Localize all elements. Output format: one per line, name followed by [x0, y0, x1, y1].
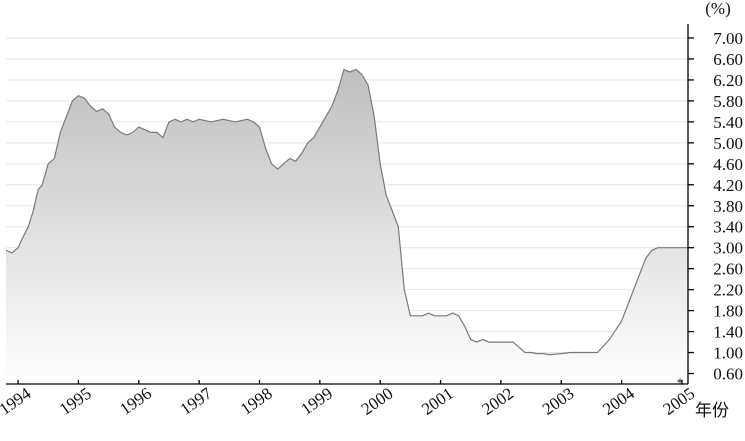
x-tick-label: 2004: [599, 383, 638, 418]
y-tick-label: 3.40: [713, 218, 743, 237]
x-tick-label: 1996: [116, 384, 155, 419]
y-tick-label: 1.00: [713, 344, 743, 363]
x-tick-label: 2002: [478, 384, 517, 419]
x-tick-label: 1995: [56, 384, 95, 419]
x-tick-label: 2001: [418, 384, 457, 419]
y-tick-label: 1.40: [713, 323, 743, 342]
series-line: [5, 68, 688, 356]
y-tick-label: 6.20: [713, 71, 743, 90]
y-tick-label: 5.00: [713, 134, 743, 153]
annotation-asterisk: *: [677, 375, 684, 390]
y-tick-label: 2.60: [713, 260, 743, 279]
y-tick-label: 0.60: [713, 365, 743, 384]
y-tick-label: 4.20: [713, 176, 743, 195]
x-tick-label: 1994: [0, 383, 35, 418]
y-tick-labels: 7.00 6.60 6.20 5.80 5.40 5.00 4.60 4.20 3.80 3.40…: [713, 29, 743, 384]
y-tick-label: 3.80: [713, 197, 743, 216]
y-tick-label: 3.00: [713, 239, 743, 258]
x-tick-label: 1999: [297, 384, 336, 419]
x-tick-labels: 1994 1995 1996 1997 1998 1999 2000 2001 2002 2003…: [0, 383, 698, 418]
y-tick-label: 1.80: [713, 302, 743, 321]
x-tick-label: 2003: [539, 384, 578, 419]
y-tick-label: 7.00: [713, 29, 743, 48]
y-axis-label: (%): [705, 0, 730, 18]
x-axis-label: 年份: [695, 401, 729, 420]
y-tick-label: 6.60: [713, 50, 743, 69]
x-tick-label: 2000: [358, 384, 397, 419]
x-tick-label: 1997: [177, 383, 216, 418]
axes: [6, 24, 694, 385]
y-tick-label: 5.40: [713, 113, 743, 132]
x-tick-label: 1998: [237, 384, 276, 419]
y-tick-label: 5.80: [713, 92, 743, 111]
y-tick-label: 2.20: [713, 281, 743, 300]
y-tick-label: 4.60: [713, 155, 743, 174]
area-fill: [6, 69, 688, 384]
